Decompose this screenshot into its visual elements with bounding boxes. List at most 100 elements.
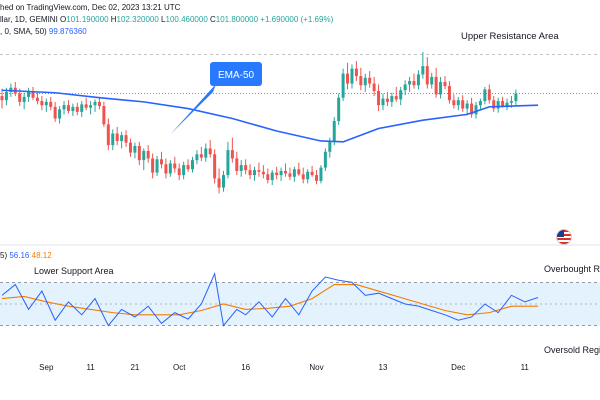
- candle-body: [133, 145, 137, 153]
- overbought-label: Overbought R: [544, 264, 600, 274]
- candle-body: [439, 81, 443, 95]
- candle-body: [443, 81, 447, 87]
- candle-body: [146, 150, 150, 159]
- candle-body: [244, 165, 248, 171]
- candle-body: [44, 101, 48, 106]
- candle-body: [310, 171, 314, 176]
- candle-body: [350, 68, 354, 84]
- candle-body: [89, 105, 93, 108]
- sma-params: , 0, SMA, 50): [0, 27, 47, 36]
- candle-body: [155, 159, 159, 173]
- candle-body: [261, 171, 265, 175]
- candle-body: [75, 106, 79, 112]
- candle-body: [328, 141, 332, 152]
- x-tick-label: 11: [521, 363, 530, 372]
- candle-body: [456, 100, 460, 106]
- rsi-value-fast: 56.16: [9, 251, 30, 260]
- candle-body: [297, 169, 301, 175]
- candle-body: [31, 91, 35, 98]
- candle-body: [111, 133, 115, 146]
- candle-body: [18, 93, 22, 102]
- candle-body: [142, 150, 146, 161]
- candle-body: [403, 84, 407, 91]
- candle-body: [253, 170, 257, 176]
- candle-body: [213, 154, 217, 179]
- candle-body: [222, 175, 225, 188]
- candle-body: [80, 104, 84, 112]
- candle-body: [226, 150, 230, 176]
- candle-body: [66, 105, 70, 112]
- candle-body: [315, 175, 319, 181]
- candle-body: [461, 100, 465, 109]
- candle-body: [359, 76, 363, 86]
- ohlc-header: llar, 1D, GEMINI O101.190000 H102.320000…: [0, 15, 333, 24]
- candle-body: [452, 100, 456, 106]
- ema-line: [1, 89, 539, 143]
- candle-body: [151, 158, 155, 173]
- candle-body: [40, 101, 44, 106]
- candle-body: [284, 170, 288, 174]
- candle-body: [363, 77, 367, 86]
- high-value: 102.320000: [116, 15, 159, 24]
- x-tick-label: 16: [241, 363, 250, 372]
- candle-body: [27, 91, 31, 97]
- candle-body: [306, 171, 310, 180]
- lower-support-label: Lower Support Area: [34, 266, 114, 276]
- x-tick-label: 21: [130, 363, 139, 372]
- open-value: 101.190000: [66, 15, 109, 24]
- oversold-label: Oversold Regi: [544, 345, 600, 355]
- candle-body: [53, 106, 57, 119]
- x-tick-label: Oct: [173, 363, 186, 372]
- sma-header: , 0, SMA, 50) 99.876360: [0, 27, 87, 36]
- candle-body: [434, 76, 438, 95]
- candle-body: [337, 97, 341, 122]
- candle-body: [248, 170, 252, 176]
- rsi-value-slow: 48.12: [31, 251, 52, 260]
- candle-body: [501, 101, 505, 107]
- candle-body: [106, 124, 110, 146]
- candle-body: [173, 163, 177, 169]
- x-tick-label: Nov: [309, 363, 323, 372]
- candle-body: [93, 101, 97, 106]
- candle-body: [483, 89, 487, 102]
- candle-body: [128, 142, 132, 153]
- candle-body: [97, 101, 101, 107]
- ema50-line: [1, 89, 539, 143]
- candle-body: [319, 167, 323, 181]
- candle-body: [514, 93, 518, 102]
- rsi-header: 5) 56.16 48.12: [0, 251, 52, 260]
- candle-body: [412, 81, 416, 86]
- candle-body: [279, 170, 283, 176]
- candle-body: [186, 165, 190, 170]
- x-tick-label: Dec: [451, 363, 465, 372]
- candle-body: [257, 170, 261, 172]
- low-value: 100.460000: [165, 15, 208, 24]
- candle-body: [137, 145, 141, 161]
- candle-body: [416, 74, 420, 86]
- published-line: hed on TradingView.com, Dec 02, 2023 13:…: [0, 3, 181, 12]
- x-tick-label: 11: [86, 363, 95, 372]
- callout-pointer: [170, 84, 216, 135]
- candle-body: [239, 165, 243, 171]
- candle-body: [190, 160, 194, 170]
- us-flag-icon: [556, 229, 572, 245]
- sma-value: 99.876360: [48, 27, 87, 36]
- candle-body: [474, 105, 478, 115]
- candle-body: [509, 101, 513, 103]
- callout-label: EMA-50: [218, 70, 255, 81]
- callout-box: [210, 62, 262, 86]
- candle-body: [266, 174, 270, 181]
- candle-body: [0, 96, 4, 101]
- candle-body: [496, 101, 500, 109]
- candle-body: [408, 81, 412, 85]
- change-value: +1.690000 (+1.69%): [260, 15, 334, 24]
- candle-body: [35, 97, 39, 102]
- close-label: C: [210, 15, 216, 24]
- candle-body: [421, 66, 425, 75]
- rsi-band: [0, 281, 600, 327]
- candle-body: [377, 91, 381, 106]
- candle-body: [230, 150, 234, 159]
- candle-body: [9, 87, 13, 92]
- candle-body: [425, 66, 429, 85]
- candle-body: [487, 89, 491, 101]
